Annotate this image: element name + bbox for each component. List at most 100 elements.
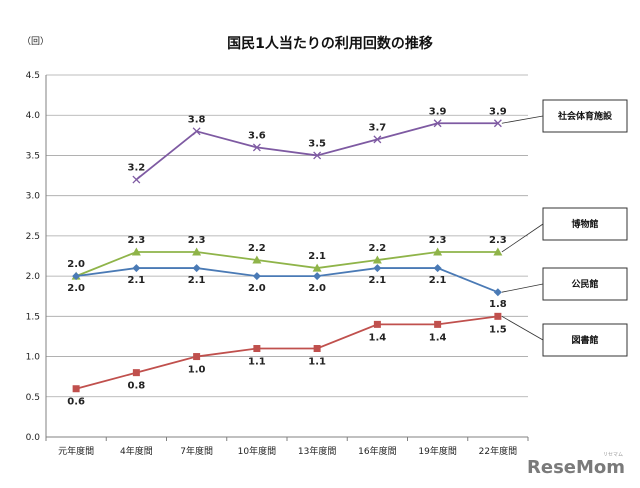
legend-box: [542, 99, 628, 133]
data-point: [252, 255, 262, 264]
data-label: 2.3: [188, 235, 206, 246]
data-label: 3.5: [308, 138, 326, 149]
data-point: [433, 247, 443, 256]
data-label: 2.1: [128, 275, 146, 286]
data-label: 2.2: [369, 243, 387, 254]
data-point: [193, 353, 201, 361]
data-label: 0.6: [67, 397, 85, 408]
resemom-logo: ReseMom リセマム: [527, 452, 625, 478]
legend-leader-line: [501, 283, 544, 293]
legend-leader-line: [501, 115, 544, 124]
data-point: [372, 255, 382, 264]
data-point: [72, 272, 81, 281]
y-tick-label: 0.0: [26, 433, 41, 443]
series-lines: [71, 119, 503, 393]
legend-leader-line: [501, 315, 544, 341]
data-point: [132, 369, 140, 377]
series-line: [76, 267, 499, 294]
legend-label: 図書館: [571, 334, 598, 346]
chart-title: 国民1人当たりの利用回数の推移: [227, 35, 433, 52]
x-tick-label: 4年度間: [120, 445, 153, 457]
data-label: 2.0: [308, 283, 326, 294]
data-point: [132, 175, 141, 184]
y-tick-label: 3.0: [26, 192, 41, 202]
data-point: [493, 119, 502, 128]
series-line: [135, 122, 498, 181]
data-point: [373, 135, 382, 144]
data-point: [433, 119, 442, 128]
x-tick-label: 10年度間: [238, 445, 276, 457]
y-tick-label: 0.5: [26, 393, 40, 403]
x-tick-label: 元年度間: [58, 445, 94, 457]
watermark-small-text: リセマム: [603, 452, 623, 458]
data-label: 2.1: [308, 251, 326, 262]
x-tick-label: 16年度間: [358, 445, 396, 457]
data-label: 2.1: [429, 275, 447, 286]
series-line: [75, 251, 498, 277]
data-point: [192, 247, 202, 256]
grid-lines: [46, 74, 528, 438]
data-label: 3.8: [188, 114, 206, 125]
data-label: 3.9: [429, 106, 447, 117]
data-label: 2.1: [369, 275, 387, 286]
series-line: [75, 315, 498, 390]
data-point: [313, 151, 322, 160]
legend-label: 社会体育施設: [557, 110, 613, 122]
y-tick-label: 1.5: [26, 312, 40, 322]
y-tick-label: 4.5: [26, 71, 40, 81]
data-point: [252, 143, 261, 152]
data-label: 2.0: [67, 259, 85, 270]
legend-box: [542, 207, 628, 241]
data-point: [433, 264, 442, 273]
data-point: [131, 247, 141, 256]
data-label: 0.8: [128, 381, 146, 392]
data-point: [434, 320, 442, 328]
y-tick-label: 2.5: [26, 232, 40, 242]
data-point: [313, 345, 321, 353]
data-point: [72, 385, 80, 393]
data-label: 1.0: [188, 365, 206, 376]
data-label: 2.0: [248, 283, 266, 294]
data-label: 3.7: [369, 122, 387, 133]
y-tick-label: 3.5: [26, 151, 40, 161]
x-tick-label: 19年度間: [418, 445, 456, 457]
watermark-text: ReseMom: [527, 457, 625, 478]
x-tick-label: 13年度間: [298, 445, 336, 457]
legend-label: 博物館: [571, 218, 598, 230]
data-label: 3.6: [248, 130, 266, 141]
axes: 0.0 0.5 1.0 1.5 2.0 2.5 3.0 3.5 4.0 4.5 元年度間 4年度間 7年…: [26, 71, 529, 457]
data-label: 1.4: [369, 332, 387, 343]
data-point: [252, 272, 261, 281]
data-label: 3.9: [489, 106, 507, 117]
data-point: [493, 288, 502, 297]
data-point: [373, 320, 381, 328]
y-tick-label: 2.0: [26, 272, 41, 282]
data-label: 2.0: [67, 283, 85, 294]
data-label: 2.3: [429, 235, 447, 246]
data-label: 1.1: [248, 357, 266, 368]
data-label: 2.3: [489, 235, 507, 246]
data-point: [313, 272, 322, 281]
data-label: 3.2: [128, 163, 146, 174]
data-point: [192, 127, 201, 136]
data-labels: 3.2 3.8 3.6 3.5 3.7 3.9 3.9 2.0 2.3 2.3 2.2 2.1 2.2 2…: [67, 106, 507, 407]
y-tick-label: 4.0: [26, 111, 41, 121]
data-point: [494, 312, 502, 320]
legend-leader-line: [501, 223, 544, 253]
data-label: 1.1: [308, 357, 326, 368]
data-label: 1.5: [489, 324, 507, 335]
data-label: 2.1: [188, 275, 206, 286]
legend-box: [542, 267, 628, 301]
x-tick-label: 7年度間: [180, 445, 213, 457]
x-tick-label: 22年度間: [479, 445, 517, 457]
data-point: [192, 264, 201, 273]
y-axis-unit: （回）: [22, 36, 49, 47]
y-tick-label: 1.0: [26, 353, 41, 363]
data-label: 2.3: [128, 235, 146, 246]
data-label: 1.4: [429, 332, 447, 343]
data-point: [132, 264, 141, 273]
data-point: [373, 264, 382, 273]
data-point: [253, 345, 261, 353]
